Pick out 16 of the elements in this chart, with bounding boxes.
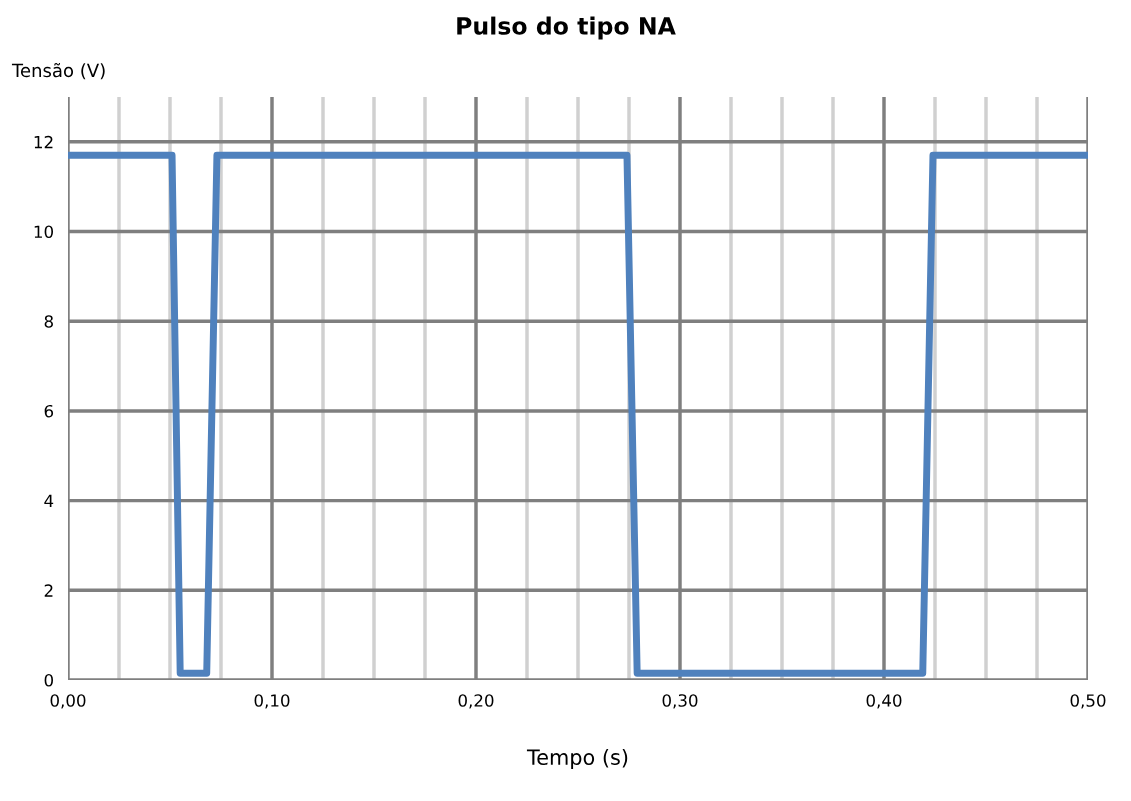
- x-tick-label: 0,40: [866, 694, 902, 709]
- y-tick-label: 2: [44, 584, 53, 597]
- y-tick-label: 0: [44, 673, 53, 687]
- y-tick-label: 12: [34, 135, 53, 149]
- y-axis-title: Tensão (V): [11, 62, 105, 80]
- y-tick-label: 6: [44, 404, 54, 418]
- x-tick-label: 0,10: [254, 694, 290, 709]
- y-tick-label: 8: [44, 315, 53, 328]
- x-tick-label: 0,50: [1070, 694, 1106, 709]
- y-tick-label: 4: [44, 494, 54, 507]
- x-axis-title: Tempo (s): [526, 748, 628, 770]
- y-tick-label: 10: [34, 225, 53, 239]
- chart-title: Pulso do tipo NA: [457, 16, 676, 40]
- x-tick-label: 0,20: [458, 694, 494, 709]
- x-tick-label: 0,00: [50, 694, 86, 709]
- x-tick-label: 0,30: [662, 694, 698, 709]
